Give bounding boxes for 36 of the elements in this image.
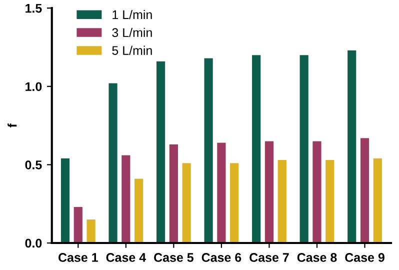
bar [204,58,213,243]
y-tick-label: 0.5 [25,160,42,170]
x-tick-label: Case 4 [106,253,146,262]
bar [122,155,130,243]
bar [217,142,226,243]
y-axis-title: f [8,123,17,128]
bar [278,160,286,243]
x-tick-label: Case 7 [250,253,289,262]
bar [300,55,308,243]
bar [74,206,82,243]
bar [360,138,370,243]
bar [156,61,166,243]
bar [108,83,118,243]
x-tick-label: Case 1 [58,253,98,262]
bar [60,158,70,243]
x-tick-label: Case 6 [202,253,242,262]
legend-label: 1 L/min [112,10,152,20]
x-tick-label: Case 8 [297,253,337,262]
legend-label: 3 L/min [112,28,152,38]
bar [182,163,191,243]
bar [373,158,382,243]
bar [134,178,144,243]
y-tick-label: 0.0 [25,238,42,248]
y-tick-label: 1.5 [26,4,42,13]
x-tick-label: Case 9 [345,253,384,262]
bar [264,141,274,243]
bar [348,50,356,243]
bar [86,220,96,243]
x-tick-label: Case 5 [154,253,194,262]
bar [312,141,322,243]
bar [326,160,334,243]
bar [230,163,239,243]
bar [169,144,178,243]
legend-label: 5 L/min [112,46,152,55]
bar [252,55,261,243]
y-tick-label: 1.0 [26,82,42,92]
